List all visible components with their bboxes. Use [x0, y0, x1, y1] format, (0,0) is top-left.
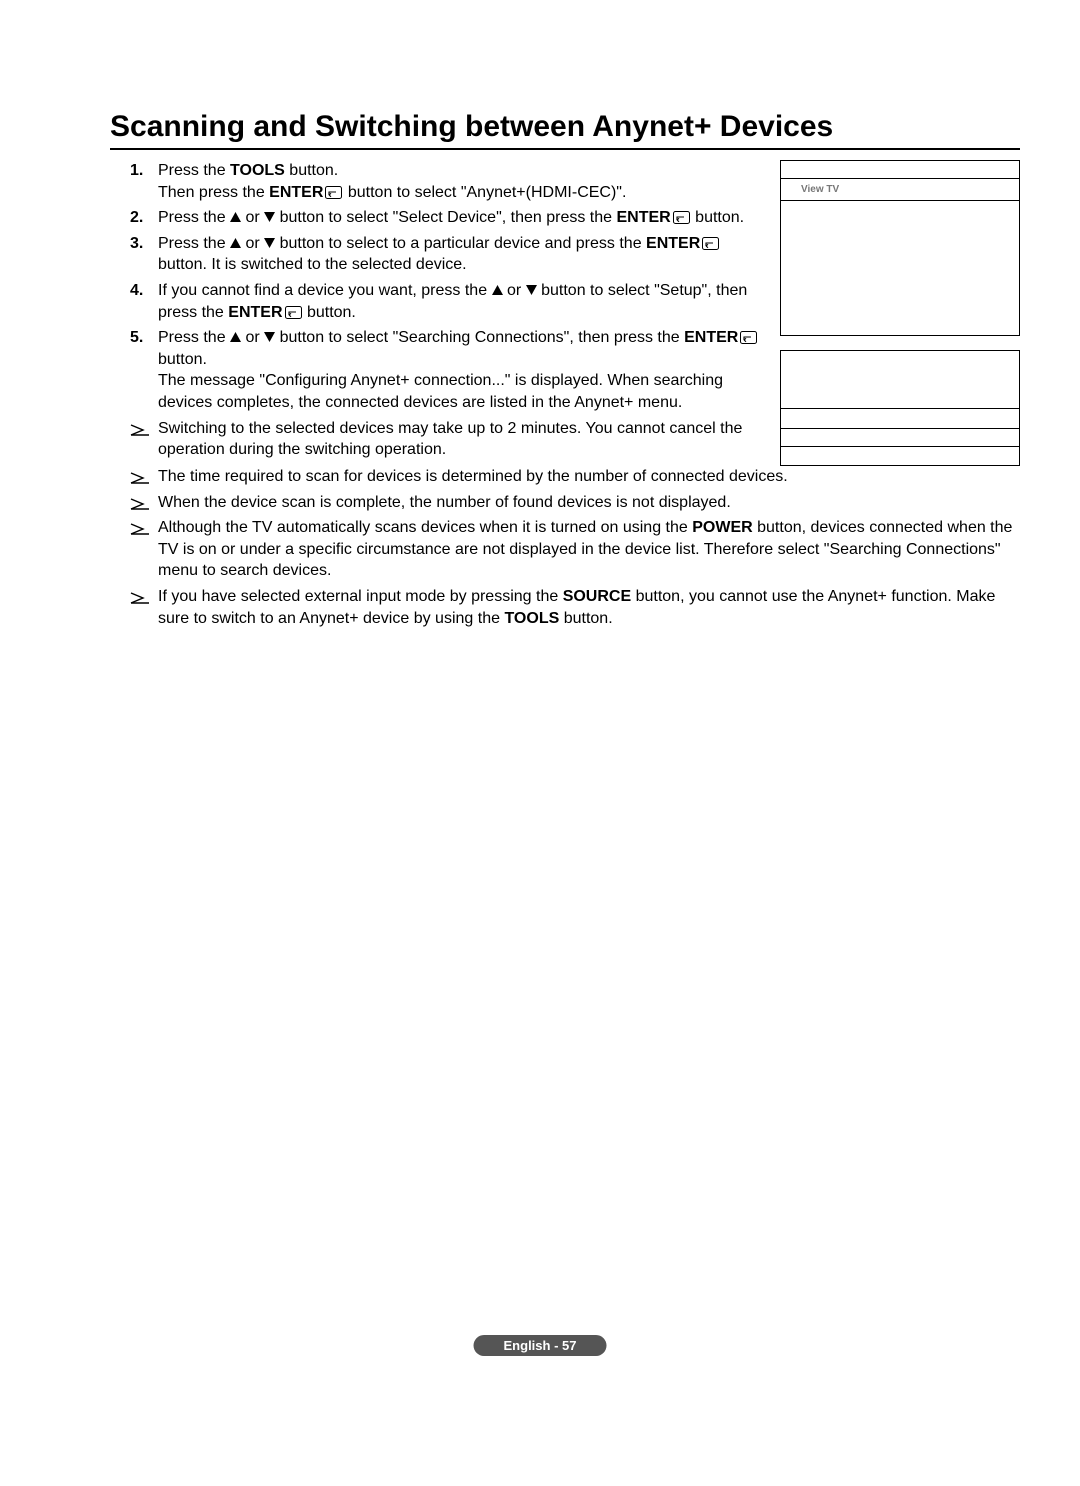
content-row: 1.Press the TOOLS button.Then press the … — [110, 160, 1020, 466]
step-item: 3.Press the or button to select to a par… — [158, 233, 766, 276]
note-item: When the device scan is complete, the nu… — [158, 492, 1020, 514]
narrow-notes: Switching to the selected devices may ta… — [110, 418, 766, 461]
step-item: 4.If you cannot find a device you want, … — [158, 280, 766, 323]
menu-row — [781, 429, 1019, 447]
enter-icon — [325, 186, 342, 199]
menu-row — [781, 161, 1019, 179]
right-column: View TV — [780, 160, 1020, 466]
numbered-steps: 1.Press the TOOLS button.Then press the … — [110, 160, 766, 414]
menu-row — [781, 201, 1019, 215]
note-item: If you have selected external input mode… — [158, 586, 1020, 629]
menu-row-selected: View TV — [781, 179, 1019, 201]
note-marker-icon — [130, 523, 150, 535]
manual-page: Scanning and Switching between Anynet+ D… — [110, 110, 1020, 1426]
down-triangle-icon — [264, 332, 275, 342]
step-number: 4. — [130, 280, 143, 302]
note-item: The time required to scan for devices is… — [158, 466, 1020, 488]
step-number: 2. — [130, 207, 143, 229]
menu-box-2 — [780, 350, 1020, 466]
step-number: 1. — [130, 160, 143, 182]
step-item: 1.Press the TOOLS button.Then press the … — [158, 160, 766, 203]
enter-icon — [285, 306, 302, 319]
menu-row — [781, 409, 1019, 429]
note-marker-icon — [130, 498, 150, 510]
note-marker-icon — [130, 424, 150, 436]
note-item: Although the TV automatically scans devi… — [158, 517, 1020, 582]
up-triangle-icon — [230, 332, 241, 342]
page-footer-badge: English - 57 — [474, 1335, 607, 1356]
up-triangle-icon — [230, 212, 241, 222]
enter-icon — [740, 331, 757, 344]
menu-row-label: View TV — [801, 184, 839, 195]
step-number: 5. — [130, 327, 143, 349]
step-item: 5.Press the or button to select "Searchi… — [158, 327, 766, 413]
up-triangle-icon — [492, 285, 503, 295]
wide-notes: The time required to scan for devices is… — [110, 466, 1020, 629]
enter-icon — [702, 237, 719, 250]
step-number: 3. — [130, 233, 143, 255]
menu-box-1: View TV — [780, 160, 1020, 336]
note-item: Switching to the selected devices may ta… — [158, 418, 766, 461]
menu-row — [781, 351, 1019, 409]
page-title: Scanning and Switching between Anynet+ D… — [110, 110, 1020, 150]
note-marker-icon — [130, 592, 150, 604]
enter-icon — [673, 211, 690, 224]
down-triangle-icon — [526, 285, 537, 295]
note-marker-icon — [130, 472, 150, 484]
down-triangle-icon — [264, 212, 275, 222]
down-triangle-icon — [264, 238, 275, 248]
up-triangle-icon — [230, 238, 241, 248]
step-item: 2.Press the or button to select "Select … — [158, 207, 766, 229]
left-column: 1.Press the TOOLS button.Then press the … — [110, 160, 766, 466]
